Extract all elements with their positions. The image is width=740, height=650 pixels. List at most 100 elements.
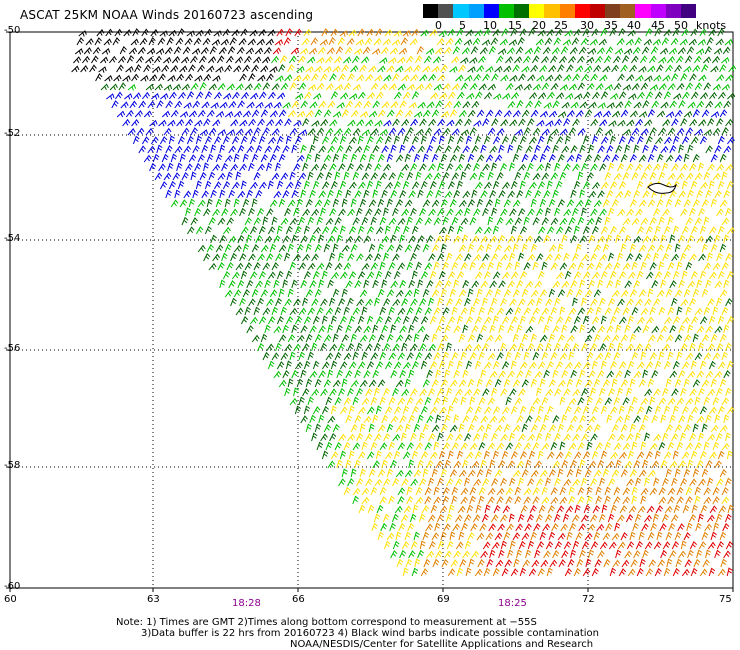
wind-barb — [683, 110, 693, 118]
wind-barb — [471, 145, 479, 154]
wind-barb — [518, 118, 526, 127]
wind-barb — [600, 181, 609, 190]
wind-barb — [422, 153, 429, 163]
wind-barb — [703, 441, 710, 451]
wind-barb — [532, 397, 541, 406]
wind-barb — [464, 207, 471, 217]
wind-barb — [676, 397, 685, 406]
wind-barb — [363, 370, 371, 379]
wind-barb — [370, 262, 379, 271]
wind-barb — [602, 468, 610, 478]
wind-barb — [367, 504, 375, 514]
wind-barb — [685, 496, 693, 505]
wind-barb — [393, 361, 402, 370]
wind-barb — [572, 540, 580, 550]
wind-barb — [312, 270, 320, 280]
wind-barb — [673, 504, 681, 514]
wind-barb — [694, 396, 701, 406]
wind-barb — [507, 324, 515, 334]
wind-barb — [438, 360, 446, 370]
wind-barb — [163, 84, 173, 91]
wind-barb — [90, 55, 99, 64]
wind-barb — [617, 208, 626, 217]
wind-barb — [541, 442, 550, 451]
wind-barb — [685, 127, 694, 136]
wind-barb — [383, 432, 391, 442]
wind-barb — [473, 162, 480, 172]
wind-barb — [417, 414, 424, 424]
wind-barb — [275, 253, 283, 262]
wind-barb — [612, 559, 621, 568]
wind-barb — [600, 450, 608, 460]
wind-barb — [329, 252, 336, 262]
wind-barb — [403, 505, 412, 514]
wind-barb — [327, 189, 334, 199]
wind-barb — [584, 532, 593, 541]
wind-barb — [264, 102, 273, 109]
wind-barb — [352, 127, 361, 136]
wind-barb — [474, 181, 483, 190]
wind-barb — [676, 496, 684, 505]
wind-barb — [528, 450, 536, 460]
wind-barb — [465, 315, 474, 325]
wind-barb — [701, 243, 709, 253]
wind-barb — [663, 360, 671, 370]
wind-barb — [303, 225, 311, 235]
wind-barb — [510, 450, 518, 460]
wind-barb — [642, 549, 649, 559]
pass-time: 18:28 — [232, 598, 261, 609]
wind-barb — [697, 38, 707, 46]
wind-barb — [293, 74, 302, 82]
wind-barb — [221, 252, 228, 262]
wind-barb — [320, 73, 328, 82]
wind-barb — [555, 451, 564, 460]
wind-barb — [609, 225, 618, 235]
wind-barb — [350, 379, 359, 388]
wind-barb — [653, 163, 661, 172]
wind-barb — [331, 271, 339, 280]
wind-barb — [411, 225, 419, 235]
wind-barb — [255, 144, 263, 154]
wind-barb — [469, 57, 478, 64]
wind-barb — [656, 153, 664, 163]
wind-barb — [669, 370, 678, 379]
wind-barb — [649, 442, 658, 451]
wind-barb — [726, 270, 734, 280]
wind-barb — [471, 235, 479, 244]
wind-barb — [681, 405, 689, 415]
wind-barb — [381, 324, 389, 334]
wind-barb — [584, 65, 593, 73]
wind-barb — [469, 396, 476, 406]
wind-barb — [541, 261, 548, 271]
wind-barb — [273, 279, 280, 289]
wind-barb — [604, 351, 612, 361]
wind-barb — [545, 253, 553, 262]
wind-barb — [613, 306, 621, 316]
wind-barb — [140, 75, 149, 82]
wind-barb — [644, 252, 652, 262]
wind-barb — [264, 279, 271, 289]
wind-barb — [377, 153, 385, 163]
wind-barb — [494, 378, 502, 388]
wind-barb — [470, 46, 479, 55]
wind-barb — [278, 379, 287, 388]
wind-barb — [530, 289, 539, 298]
wind-barb — [321, 361, 330, 370]
wind-barb — [415, 217, 423, 226]
wind-barb — [580, 514, 589, 523]
wind-barb — [453, 550, 461, 559]
wind-barb — [705, 235, 714, 244]
wind-barb — [642, 369, 649, 379]
wind-barb — [658, 441, 666, 451]
wind-barb — [717, 315, 725, 325]
wind-barb — [395, 289, 404, 298]
wind-barb — [713, 522, 720, 532]
wind-barb — [710, 333, 718, 343]
wind-barb — [302, 297, 309, 307]
wind-barb — [579, 144, 586, 154]
wind-barb — [510, 225, 517, 235]
wind-barb — [660, 279, 667, 289]
wind-barb — [602, 154, 611, 163]
wind-barb — [680, 432, 687, 442]
wind-barb — [308, 47, 318, 55]
